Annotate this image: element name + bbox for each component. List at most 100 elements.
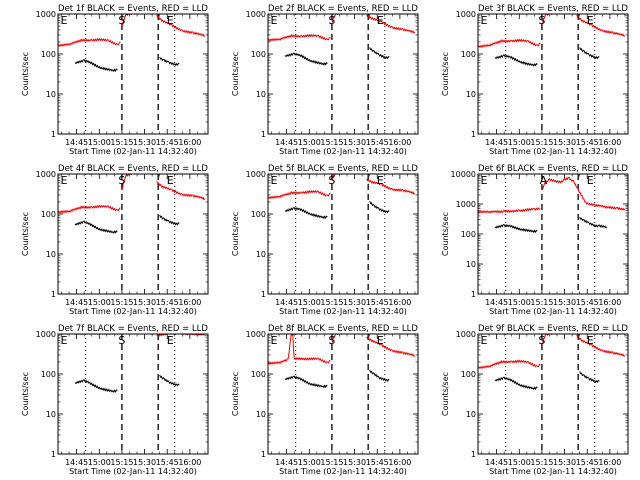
y-tick-label: 1 <box>471 130 476 139</box>
y-tick-label: 1 <box>261 290 266 299</box>
x-tick-label: 15:45 <box>366 458 389 467</box>
x-tick-label: 15:00 <box>508 298 531 307</box>
x-axis-label: Start Time (02-Jan-11 14:32:40) <box>69 307 197 316</box>
x-tick-label: 15:00 <box>298 298 321 307</box>
lld-curve <box>331 14 343 23</box>
event-marker-letter: E <box>587 174 594 187</box>
lld-curve <box>156 180 206 201</box>
y-axis-label: Counts/sec <box>231 372 240 416</box>
y-tick-label: 10 <box>466 260 476 269</box>
events-curve <box>159 374 180 387</box>
event-marker-letter: E <box>377 174 384 187</box>
x-tick-label: 15:45 <box>156 458 179 467</box>
x-tick-label: 15:45 <box>366 138 389 147</box>
panel-title: Det 4f BLACK = Events, RED = LLD <box>58 164 208 174</box>
y-tick-label: 1000 <box>456 10 476 19</box>
y-tick-label: 1 <box>261 130 266 139</box>
series-group <box>478 14 626 67</box>
detector-panel: Det 4f BLACK = Events, RED = LLD 1 10 100 10… <box>21 164 209 316</box>
lld-curve <box>268 334 331 366</box>
series-group <box>268 14 416 66</box>
y-tick-label: 100 <box>41 210 56 219</box>
y-axis-label: Counts/sec <box>231 212 240 256</box>
x-axis-label: Start Time (02-Jan-11 14:32:40) <box>489 467 617 476</box>
lld-curve <box>156 334 206 337</box>
panel-title: Det 7f BLACK = Events, RED = LLD <box>58 324 208 334</box>
panel-title: Det 2f BLACK = Events, RED = LLD <box>268 4 418 14</box>
y-tick-label: 1 <box>51 290 56 299</box>
event-marker-letter: A <box>540 174 548 187</box>
y-tick-label: 1000 <box>246 170 266 179</box>
y-tick-label: 1000 <box>246 10 266 19</box>
x-axis-label: Start Time (02-Jan-11 14:32:40) <box>279 467 407 476</box>
event-marker-letter: S <box>118 174 125 187</box>
y-axis-label: Counts/sec <box>21 52 30 96</box>
event-marker-letter: E <box>377 334 384 347</box>
events-curve <box>579 216 607 229</box>
series-group <box>268 174 416 220</box>
event-marker-letter: E <box>167 14 174 27</box>
x-tick-label: 14:45 <box>485 458 508 467</box>
events-curve <box>284 375 328 389</box>
event-marker-letter: S <box>538 334 545 347</box>
x-tick-label: 15:15 <box>530 458 553 467</box>
x-axis-label: Start Time (02-Jan-11 14:32:40) <box>69 147 197 156</box>
x-tick-label: 16:00 <box>598 298 621 307</box>
panel-title: Det 1f BLACK = Events, RED = LLD <box>58 4 208 14</box>
lld-curve <box>478 207 541 214</box>
lld-curve <box>268 33 331 42</box>
x-axis-label: Start Time (02-Jan-11 14:32:40) <box>69 467 197 476</box>
x-tick-label: 16:00 <box>388 458 411 467</box>
x-tick-label: 15:15 <box>110 138 133 147</box>
x-tick-label: 15:00 <box>88 138 111 147</box>
event-marker-letter: S <box>328 174 335 187</box>
x-tick-label: 15:00 <box>298 458 321 467</box>
x-tick-label: 15:15 <box>110 458 133 467</box>
x-tick-label: 15:15 <box>320 138 343 147</box>
x-axis-label: Start Time (02-Jan-11 14:32:40) <box>489 307 617 316</box>
series-group <box>268 334 416 389</box>
y-tick-label: 10 <box>466 410 476 419</box>
x-tick-label: 15:30 <box>343 138 366 147</box>
lld-curve <box>268 189 331 200</box>
y-tick-label: 1000 <box>246 330 266 339</box>
series-group <box>58 174 206 234</box>
x-tick-label: 15:45 <box>576 138 599 147</box>
x-tick-label: 15:15 <box>110 298 133 307</box>
y-axis-label: Counts/sec <box>441 52 450 96</box>
x-tick-label: 15:30 <box>553 298 576 307</box>
detector-panel: Det 6f BLACK = Events, RED = LLD 1 10 100 10… <box>441 164 629 316</box>
detector-panel: Det 7f BLACK = Events, RED = LLD 1 10 100 10… <box>21 324 209 476</box>
lld-curve <box>331 334 343 343</box>
y-tick-label: 100 <box>41 370 56 379</box>
panel-title: Det 8f BLACK = Events, RED = LLD <box>268 324 418 334</box>
x-tick-label: 16:00 <box>598 458 621 467</box>
event-marker-letter: E <box>271 14 278 27</box>
plot-frame <box>57 333 209 455</box>
events-curve <box>494 54 538 67</box>
lld-curve <box>121 174 133 190</box>
x-tick-label: 14:45 <box>485 298 508 307</box>
lld-curve <box>541 176 626 211</box>
y-tick-label: 10 <box>46 90 56 99</box>
x-tick-label: 16:00 <box>178 138 201 147</box>
y-axis-label: Counts/sec <box>21 212 30 256</box>
events-curve <box>579 47 600 60</box>
event-marker-letter: S <box>328 14 335 27</box>
x-tick-label: 15:30 <box>133 298 156 307</box>
plot-frame <box>477 13 629 135</box>
detector-panel: Det 3f BLACK = Events, RED = LLD 1 10 100 10… <box>441 4 629 156</box>
plot-frame <box>267 13 419 135</box>
y-tick-label: 100 <box>461 50 476 59</box>
lld-curve <box>366 178 416 195</box>
panel-title: Det 9f BLACK = Events, RED = LLD <box>478 324 628 334</box>
y-tick-label: 10 <box>466 90 476 99</box>
y-tick-label: 10 <box>256 410 266 419</box>
x-tick-label: 15:00 <box>88 298 111 307</box>
events-curve <box>74 59 118 73</box>
events-curve <box>494 376 538 391</box>
y-tick-label: 100 <box>461 230 476 239</box>
events-curve <box>369 201 390 214</box>
x-tick-label: 15:30 <box>133 138 156 147</box>
